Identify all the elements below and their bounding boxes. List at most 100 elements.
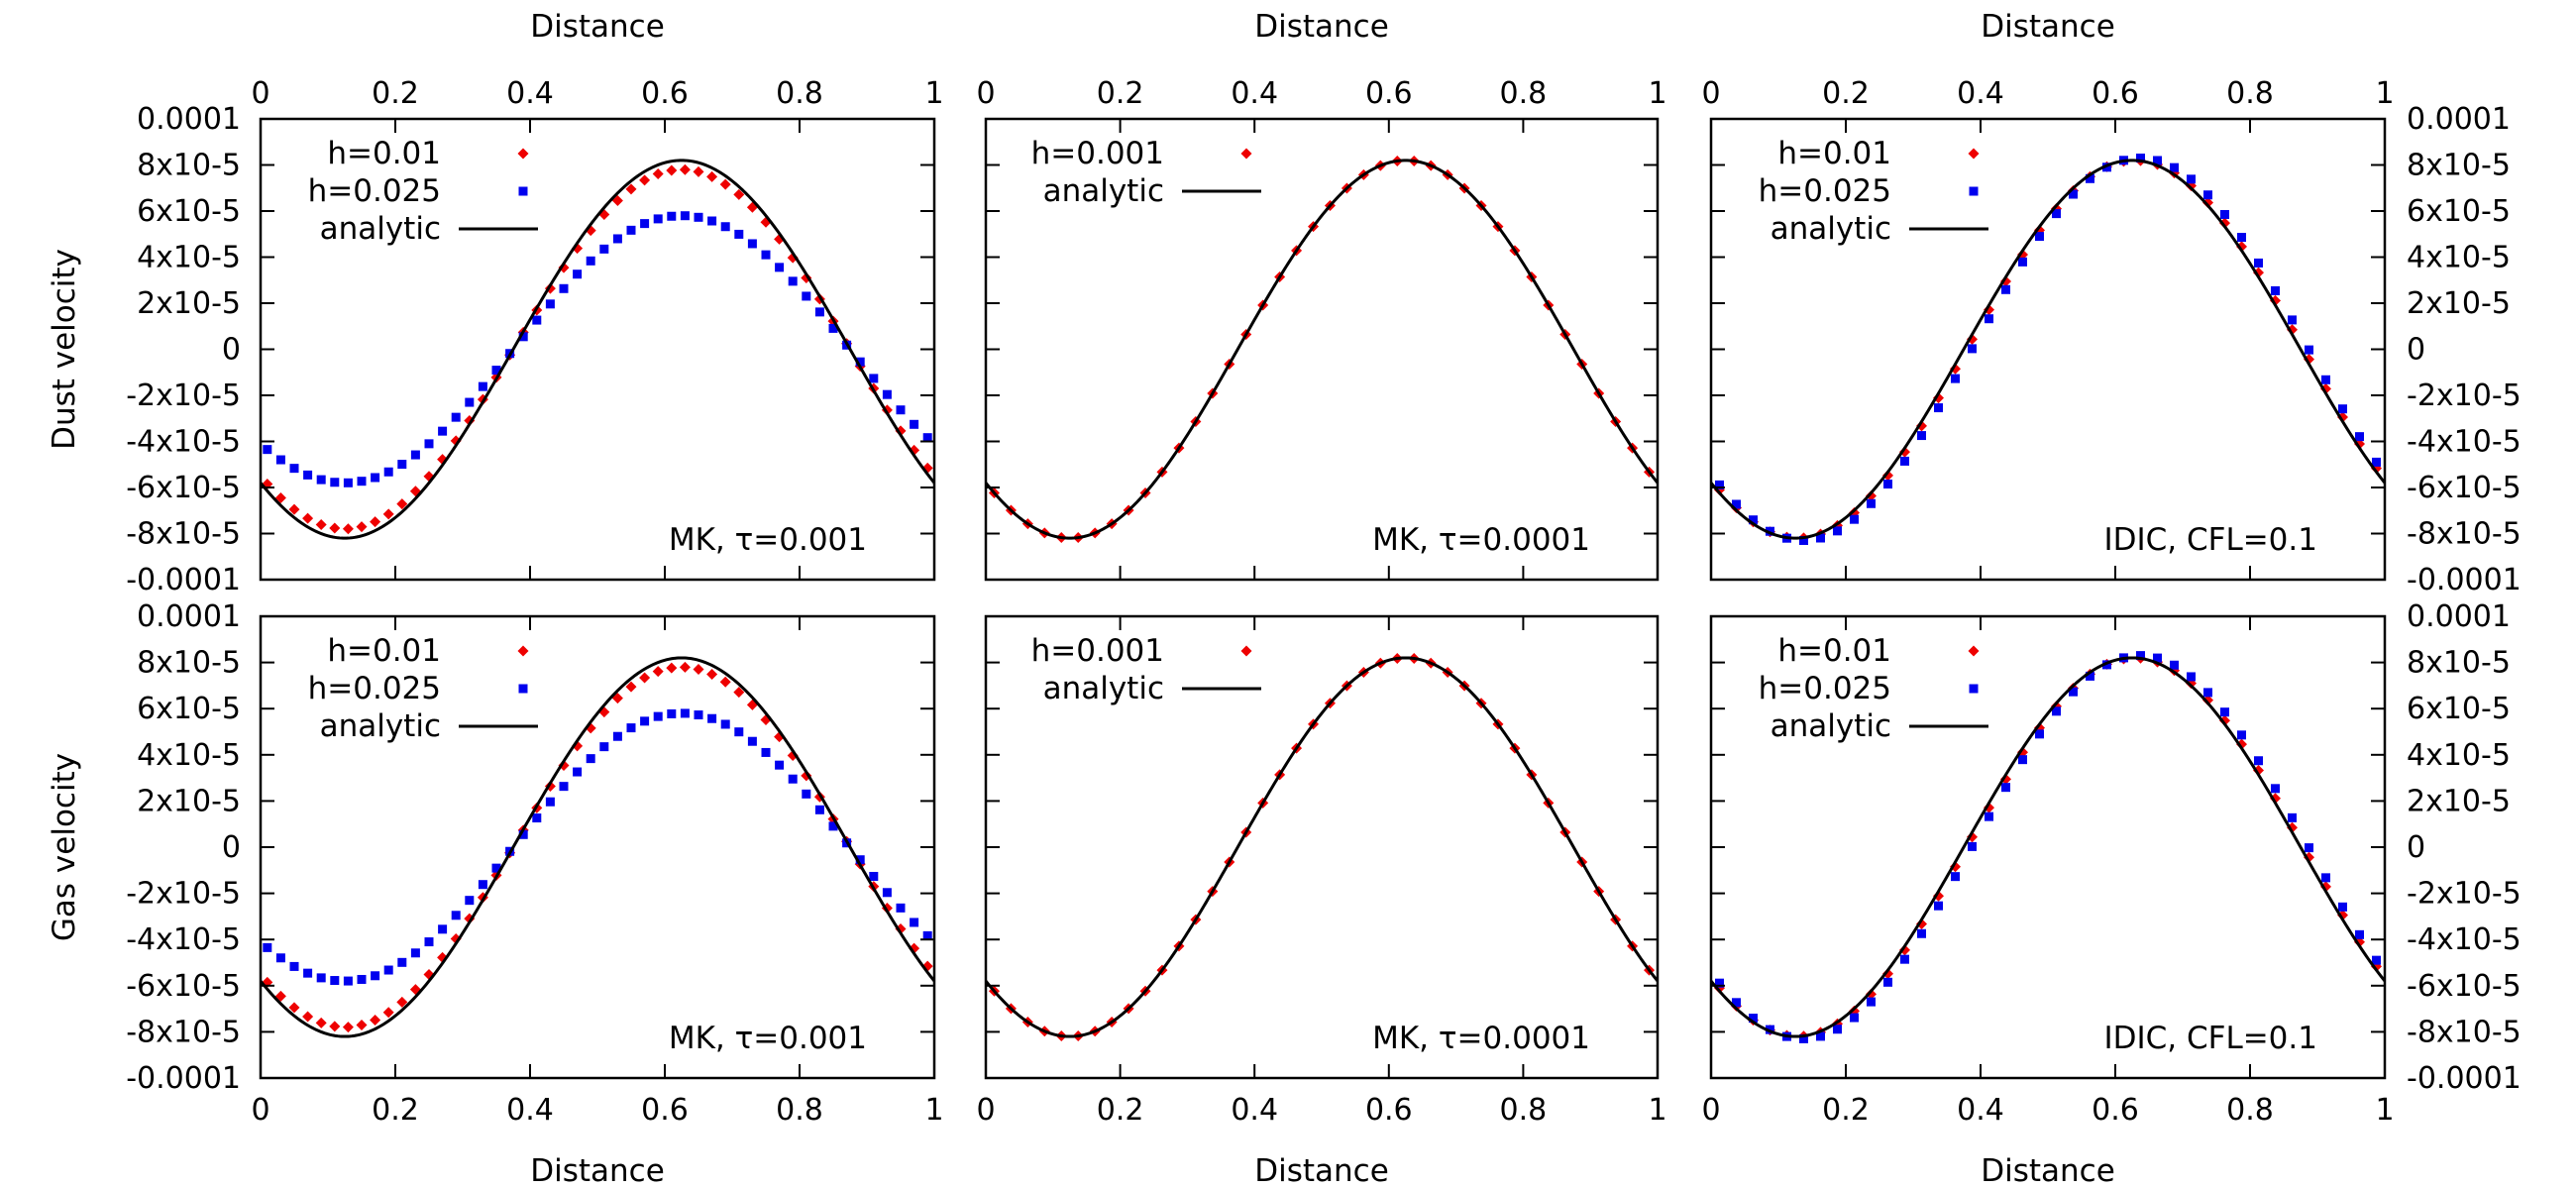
red-data-point — [274, 491, 286, 503]
legend-red-marker — [517, 148, 529, 160]
y-tick-label: 6x10-5 — [2407, 692, 2511, 726]
red-data-point — [288, 503, 300, 515]
plot-area — [261, 159, 934, 540]
blue-data-point — [2035, 232, 2044, 242]
blue-data-point — [451, 412, 461, 422]
x-tick-label: 0.6 — [1365, 1093, 1413, 1128]
red-data-point — [625, 183, 637, 195]
red-data-point — [1882, 470, 1893, 482]
blue-data-point — [694, 710, 703, 720]
blue-data-point — [1799, 535, 1808, 545]
y-tick-label: -8x10-5 — [2407, 517, 2522, 552]
y-tick-label: 6x10-5 — [137, 692, 241, 726]
blue-data-point — [2069, 687, 2078, 697]
blue-data-point — [2153, 653, 2162, 663]
panel-gas-right: -0.0001 -8x10-5 -6x10-5 -4x10-5 -2x10-5 0 2x10… — [1701, 599, 2521, 1128]
blue-data-point — [653, 214, 663, 224]
y-tick-label: 0.0001 — [137, 599, 241, 634]
blue-data-point — [747, 239, 757, 249]
x-tick-label: 0.2 — [1822, 1093, 1870, 1128]
blue-data-point — [2018, 257, 2027, 267]
x-tick-label: 1 — [1648, 76, 1666, 111]
blue-data-point — [626, 225, 636, 235]
blue-data-point — [2271, 784, 2280, 794]
legend-label: analytic — [1043, 173, 1164, 209]
red-data-point — [370, 516, 381, 528]
x-tick-label: 0.2 — [1097, 1093, 1144, 1128]
x-tick-label: 0.8 — [776, 76, 823, 111]
blue-data-point — [397, 957, 407, 967]
red-data-point — [666, 164, 678, 176]
blue-data-point — [720, 222, 730, 232]
red-data-point — [2219, 714, 2230, 726]
x-axis-title-bottom: Distance — [1254, 1153, 1389, 1189]
red-data-point — [302, 512, 314, 524]
x-tick-label: 0.8 — [2226, 1093, 2274, 1128]
blue-data-point — [383, 467, 393, 477]
blue-data-point — [1715, 978, 1724, 988]
red-data-point — [356, 1020, 368, 1031]
blue-data-point — [275, 953, 285, 963]
x-tick-label: 0.4 — [506, 76, 554, 111]
blue-data-point — [1883, 480, 1892, 489]
analytic-line — [986, 159, 1658, 540]
legend-label: h=0.025 — [308, 671, 441, 706]
red-data-point — [302, 1011, 314, 1023]
blue-data-point — [1732, 499, 1741, 509]
x-tick-label: 0.4 — [506, 1093, 554, 1128]
blue-data-point — [1985, 314, 1993, 324]
blue-data-point — [922, 930, 932, 940]
blue-data-point — [397, 460, 407, 470]
x-tick-label: 0.2 — [372, 76, 419, 111]
legend-label: h=0.001 — [1031, 633, 1164, 669]
x-tick-label: 0 — [1701, 76, 1720, 111]
red-data-point — [706, 170, 718, 182]
blue-data-point — [802, 789, 811, 799]
blue-data-point — [1867, 997, 1876, 1007]
blue-data-point — [680, 708, 690, 718]
blue-data-point — [371, 473, 380, 483]
legend-red-marker — [517, 645, 529, 657]
blue-data-point — [2052, 706, 2061, 716]
red-data-point — [1882, 968, 1893, 980]
y-tick-label: 2x10-5 — [2407, 784, 2511, 818]
y-tick-label: 6x10-5 — [2407, 194, 2511, 229]
blue-data-point — [2254, 258, 2263, 268]
red-data-point — [342, 1022, 354, 1033]
blue-data-point — [828, 821, 838, 831]
blue-data-point — [1968, 841, 1977, 851]
red-data-point — [625, 681, 637, 693]
y-tick-label: -4x10-5 — [2407, 922, 2522, 957]
legend-red-marker — [1240, 645, 1252, 657]
blue-data-point — [612, 234, 622, 244]
red-data-point — [396, 996, 408, 1008]
blue-data-point — [410, 948, 420, 958]
red-data-point — [733, 188, 745, 200]
blue-data-point — [465, 397, 475, 407]
red-data-point — [679, 661, 691, 673]
y-tick-label: 0.0001 — [2407, 102, 2511, 137]
blue-data-point — [1968, 344, 1977, 354]
blue-data-point — [2187, 174, 2196, 184]
blue-data-point — [775, 760, 785, 770]
blue-data-point — [882, 389, 892, 399]
blue-data-point — [424, 937, 434, 947]
red-data-point — [611, 195, 623, 207]
x-tick-label: 1 — [2375, 76, 2394, 111]
x-tick-label: 1 — [924, 76, 943, 111]
y-tick-label: -2x10-5 — [126, 378, 241, 413]
plot-area — [986, 653, 1658, 1041]
blue-data-point — [2305, 843, 2313, 853]
x-tick-label: 0.8 — [1500, 76, 1548, 111]
red-data-point — [382, 1007, 394, 1019]
blue-data-point — [802, 291, 811, 301]
panel-annotation: IDIC, CFL=0.1 — [2103, 1021, 2317, 1056]
blue-data-point — [761, 250, 771, 260]
blue-data-point — [559, 782, 569, 792]
red-data-point — [382, 508, 394, 520]
y-tick-label: 2x10-5 — [137, 286, 241, 321]
blue-data-point — [1833, 526, 1842, 536]
